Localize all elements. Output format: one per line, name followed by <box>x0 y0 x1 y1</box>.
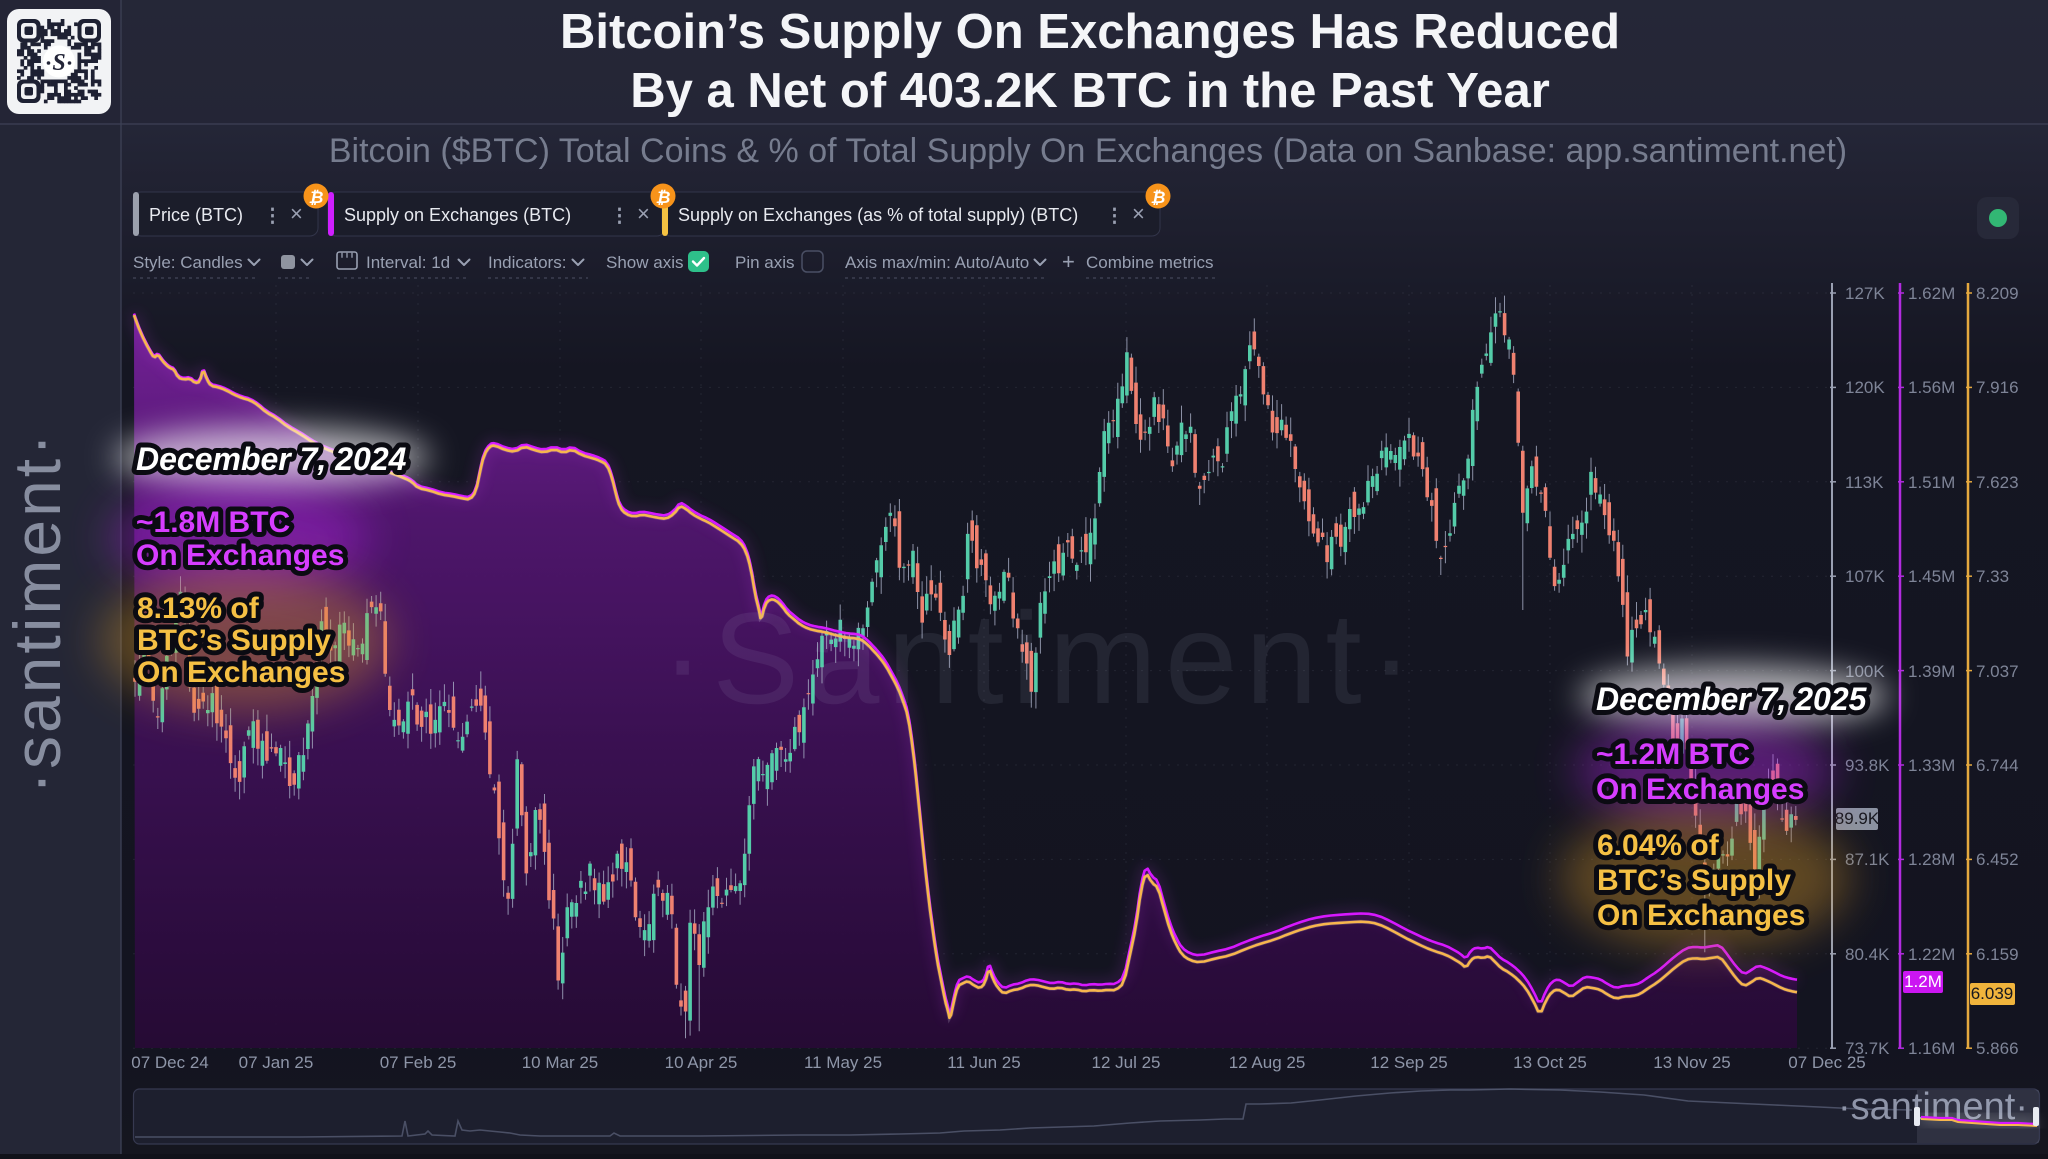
svg-text:10 Apr 25: 10 Apr 25 <box>665 1053 738 1072</box>
svg-text:Interval: 1d: Interval: 1d <box>366 253 450 272</box>
svg-text:S: S <box>52 50 65 76</box>
svg-text:107K: 107K <box>1845 567 1885 586</box>
svg-text:07 Jan 25: 07 Jan 25 <box>239 1053 314 1072</box>
svg-text:11 May 25: 11 May 25 <box>804 1053 882 1072</box>
svg-text:87.1K: 87.1K <box>1845 850 1890 869</box>
svg-text:Price (BTC): Price (BTC) <box>149 205 243 225</box>
svg-text:×: × <box>290 201 303 226</box>
svg-text:×: × <box>1132 201 1145 226</box>
svg-text:8.209: 8.209 <box>1976 284 2019 303</box>
svg-text:On Exchanges: On Exchanges <box>136 539 344 572</box>
svg-text:07 Feb 25: 07 Feb 25 <box>380 1053 457 1072</box>
svg-text:Bitcoin ($BTC) Total Coins & %: Bitcoin ($BTC) Total Coins & % of Total … <box>329 132 1847 170</box>
svg-text:⋮: ⋮ <box>263 206 282 227</box>
svg-text:Indicators:: Indicators: <box>488 253 566 272</box>
svg-text:₿: ₿ <box>309 188 324 207</box>
svg-text:×: × <box>637 201 650 226</box>
svg-text:·Santiment·: ·Santiment· <box>661 585 1421 731</box>
svg-text:12 Jul 25: 12 Jul 25 <box>1092 1053 1161 1072</box>
svg-text:1.16M: 1.16M <box>1908 1039 1955 1058</box>
svg-text:Style: Candles: Style: Candles <box>133 253 243 272</box>
svg-text:93.8K: 93.8K <box>1845 756 1890 775</box>
svg-text:6.039: 6.039 <box>1971 984 2014 1003</box>
svg-text:6.744: 6.744 <box>1976 756 2019 775</box>
svg-text:12 Aug 25: 12 Aug 25 <box>1229 1053 1306 1072</box>
svg-text:10 Mar 25: 10 Mar 25 <box>522 1053 599 1072</box>
svg-text:~1.8M BTC: ~1.8M BTC <box>136 506 290 539</box>
svg-text:13 Oct 25: 13 Oct 25 <box>1513 1053 1587 1072</box>
svg-text:07 Dec 25: 07 Dec 25 <box>1788 1053 1866 1072</box>
svg-text:1.39M: 1.39M <box>1908 662 1955 681</box>
svg-text:7.33: 7.33 <box>1976 567 2009 586</box>
svg-text:127K: 127K <box>1845 284 1885 303</box>
svg-text:80.4K: 80.4K <box>1845 945 1890 964</box>
svg-text:7.916: 7.916 <box>1976 378 2019 397</box>
svg-text:07 Dec 24: 07 Dec 24 <box>131 1053 209 1072</box>
svg-text:₿: ₿ <box>656 188 671 207</box>
svg-text:11 Jun 25: 11 Jun 25 <box>947 1053 1020 1072</box>
svg-text:·santiment·: ·santiment· <box>0 431 74 794</box>
svg-text:Pin axis: Pin axis <box>735 253 795 272</box>
svg-text:1.56M: 1.56M <box>1908 378 1955 397</box>
svg-text:1.2M: 1.2M <box>1904 972 1942 991</box>
svg-text:Combine metrics: Combine metrics <box>1086 253 1214 272</box>
svg-text:On Exchanges: On Exchanges <box>137 656 345 689</box>
svg-text:100K: 100K <box>1845 662 1885 681</box>
svg-text:BTC’s Supply: BTC’s Supply <box>1597 864 1791 897</box>
svg-text:7.037: 7.037 <box>1976 662 2019 681</box>
svg-text:On Exchanges: On Exchanges <box>1597 899 1805 932</box>
svg-text:By a Net of 403.2K BTC in the: By a Net of 403.2K BTC in the Past Year <box>630 64 1550 118</box>
svg-text:120K: 120K <box>1845 378 1885 397</box>
svg-text:December 7, 2025: December 7, 2025 <box>1596 681 1868 717</box>
svg-text:8.13% of: 8.13% of <box>137 592 260 625</box>
svg-text:Supply on Exchanges (as % of t: Supply on Exchanges (as % of total suppl… <box>678 205 1078 225</box>
svg-text:Show axis: Show axis <box>606 253 683 272</box>
svg-text:5.866: 5.866 <box>1976 1039 2019 1058</box>
svg-text:On Exchanges: On Exchanges <box>1596 773 1804 806</box>
svg-text:Supply on Exchanges (BTC): Supply on Exchanges (BTC) <box>344 205 571 225</box>
svg-text:1.45M: 1.45M <box>1908 567 1955 586</box>
svg-text:89.9K: 89.9K <box>1835 809 1880 828</box>
svg-text:1.28M: 1.28M <box>1908 850 1955 869</box>
svg-text:73.7K: 73.7K <box>1845 1039 1890 1058</box>
svg-text:1.51M: 1.51M <box>1908 473 1955 492</box>
svg-text:December 7, 2024: December 7, 2024 <box>136 441 407 477</box>
svg-text:13 Nov 25: 13 Nov 25 <box>1653 1053 1731 1072</box>
svg-text:₿: ₿ <box>1151 188 1166 207</box>
svg-text:Axis max/min: Auto/Auto: Axis max/min: Auto/Auto <box>845 253 1029 272</box>
svg-text:1.22M: 1.22M <box>1908 945 1955 964</box>
svg-text:+: + <box>1062 249 1075 274</box>
svg-text:12 Sep 25: 12 Sep 25 <box>1370 1053 1448 1072</box>
svg-text:Bitcoin’s Supply On Exchanges: Bitcoin’s Supply On Exchanges Has Reduce… <box>560 5 1620 59</box>
svg-text:1.62M: 1.62M <box>1908 284 1955 303</box>
svg-text:1.33M: 1.33M <box>1908 756 1955 775</box>
svg-text:7.623: 7.623 <box>1976 473 2019 492</box>
svg-text:6.04% of: 6.04% of <box>1597 829 1720 862</box>
svg-text:~1.2M BTC: ~1.2M BTC <box>1596 738 1750 771</box>
svg-text:⋮: ⋮ <box>610 206 629 227</box>
svg-text:BTC’s Supply: BTC’s Supply <box>137 624 331 657</box>
svg-text:⋮: ⋮ <box>1105 206 1124 227</box>
svg-text:113K: 113K <box>1845 473 1884 492</box>
svg-text:6.452: 6.452 <box>1976 850 2019 869</box>
svg-text:6.159: 6.159 <box>1976 945 2019 964</box>
